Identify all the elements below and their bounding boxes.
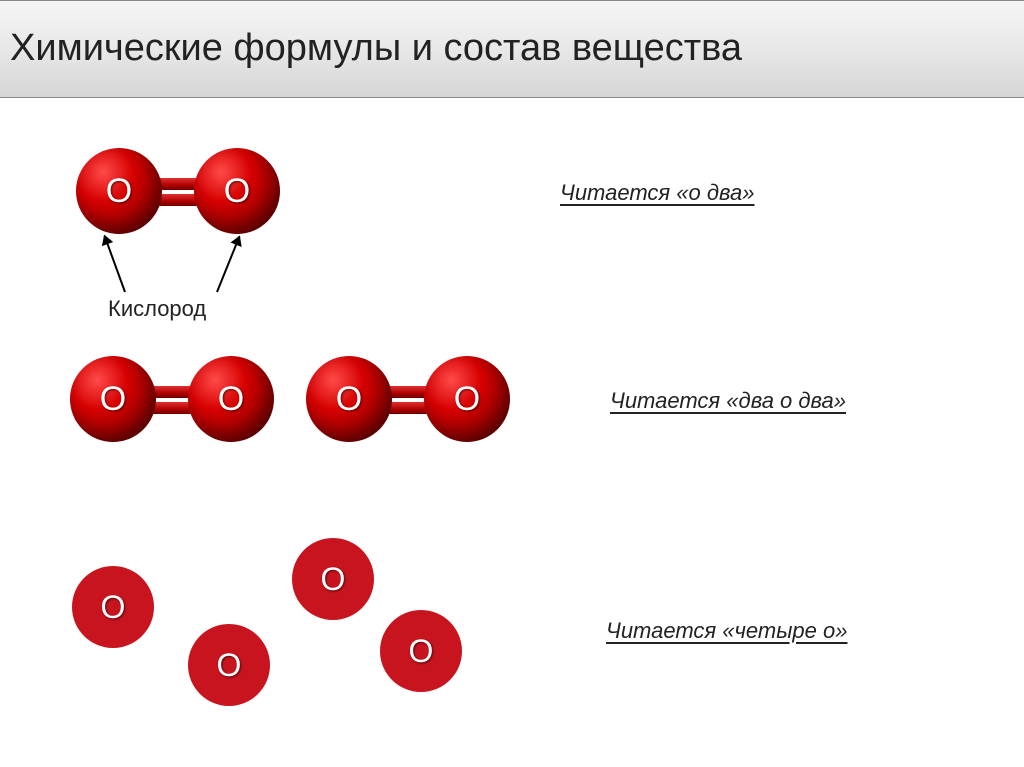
diagram-area: О О Читается «о два» Кислород О О О О Чи… [0, 98, 1024, 767]
arrow-right-icon [216, 236, 240, 292]
molecule-o2-row2-a: О О [70, 356, 274, 442]
molecule-o2-row1: О О [76, 148, 280, 234]
atom-right: О [188, 356, 274, 442]
arrow-left-icon [104, 235, 126, 292]
atom-left: О [70, 356, 156, 442]
atom-label: О [409, 633, 434, 670]
lone-atom-3: О [292, 538, 374, 620]
atom-label: О [100, 380, 126, 419]
atom-label: О [454, 380, 480, 419]
title-band: Химические формулы и состав вещества [0, 0, 1024, 98]
atom-left: О [76, 148, 162, 234]
molecule-o2-row2-b: О О [306, 356, 510, 442]
atom-label: О [224, 172, 250, 211]
atom-label: О [217, 647, 242, 684]
atom-label: О [336, 380, 362, 419]
atom-label: О [106, 172, 132, 211]
caption-row2: Читается «два о два» [610, 388, 846, 414]
lone-atom-1: О [72, 566, 154, 648]
page-title: Химические формулы и состав вещества [10, 27, 742, 71]
atom-label: О [218, 380, 244, 419]
atom-label: О [101, 589, 126, 626]
atom-right: О [424, 356, 510, 442]
atom-right: О [194, 148, 280, 234]
atom-label: О [321, 561, 346, 598]
lone-atom-4: О [380, 610, 462, 692]
oxygen-label: Кислород [108, 296, 206, 322]
caption-row1: Читается «о два» [560, 180, 755, 206]
atom-left: О [306, 356, 392, 442]
lone-atom-2: О [188, 624, 270, 706]
caption-row3: Читается «четыре о» [606, 618, 847, 644]
